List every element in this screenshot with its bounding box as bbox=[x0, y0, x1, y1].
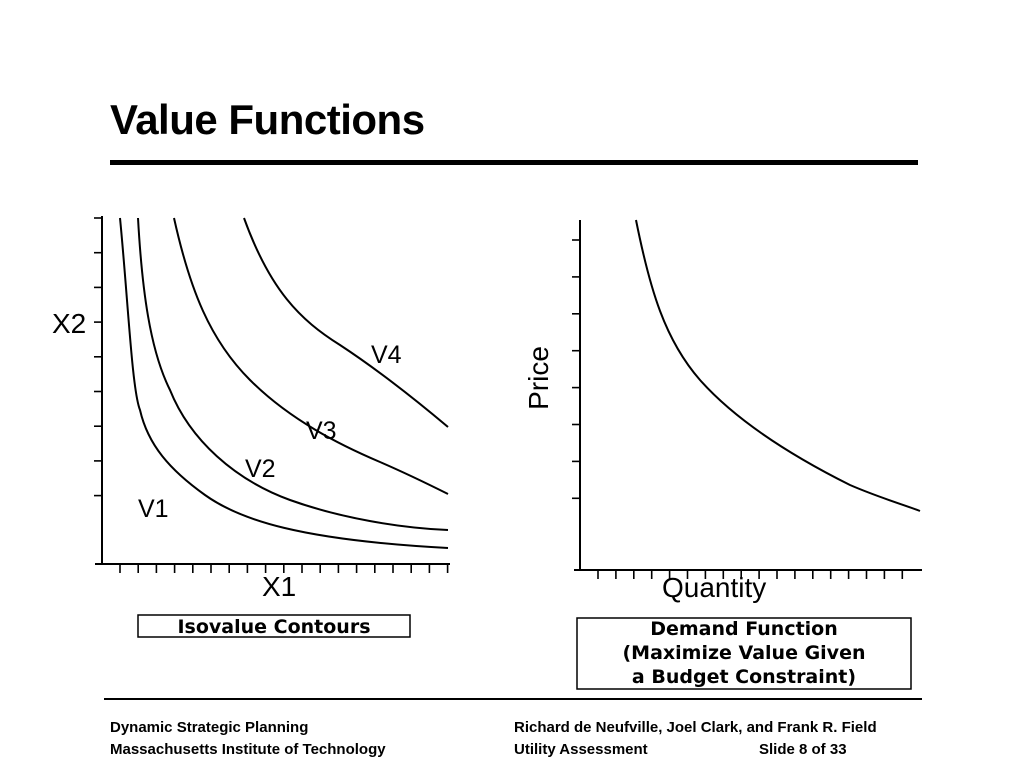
caption-line-2: (Maximize Value Given bbox=[623, 642, 866, 664]
y-axis-label: X2 bbox=[52, 308, 86, 339]
caption-line-1: Demand Function bbox=[650, 618, 838, 640]
footer-course: Dynamic Strategic Planning bbox=[110, 719, 309, 736]
isovalue-chart: V1 V2 V3 V4 X2 X1 Isovalue Contours bbox=[52, 216, 450, 638]
series-line-v4 bbox=[243, 217, 449, 428]
slide-title: Value Functions bbox=[110, 96, 425, 143]
y-axis-label: Price bbox=[523, 346, 554, 410]
series-line-v2 bbox=[137, 217, 449, 531]
series-label-v3: V3 bbox=[306, 417, 337, 445]
slide-number: Slide 8 of 33 bbox=[759, 741, 847, 758]
demand-chart: Price Quantity Demand Function (Maximize… bbox=[523, 219, 922, 690]
footer-rule bbox=[104, 698, 922, 700]
series-line-v3 bbox=[173, 217, 449, 495]
series-line-v1 bbox=[119, 217, 449, 549]
price-axis-ticks bbox=[572, 239, 580, 500]
quantity-axis-ticks bbox=[597, 570, 904, 579]
series-label-v4: V4 bbox=[371, 341, 402, 369]
footer-left: Dynamic Strategic Planning Massachusetts… bbox=[110, 717, 386, 761]
footer-institution: Massachusetts Institute of Technology bbox=[110, 741, 386, 758]
caption-box bbox=[576, 617, 912, 690]
footer-topic: Utility Assessment bbox=[514, 741, 648, 758]
footer-authors: Richard de Neufville, Joel Clark, and Fr… bbox=[514, 719, 877, 736]
x1-axis-ticks bbox=[119, 564, 449, 573]
x-axis-label: Quantity bbox=[662, 572, 766, 603]
footer-right: Richard de Neufville, Joel Clark, and Fr… bbox=[514, 717, 877, 761]
x-axis-label: X1 bbox=[262, 571, 296, 602]
series-label-v2: V2 bbox=[245, 455, 276, 483]
chart-caption: Isovalue Contours bbox=[177, 616, 370, 638]
caption-box bbox=[137, 614, 411, 638]
x2-axis-ticks bbox=[94, 217, 102, 497]
demand-curve bbox=[635, 219, 921, 512]
caption-line-3: a Budget Constraint) bbox=[632, 666, 856, 688]
series-label-v1: V1 bbox=[138, 495, 169, 523]
title-rule bbox=[110, 160, 918, 165]
